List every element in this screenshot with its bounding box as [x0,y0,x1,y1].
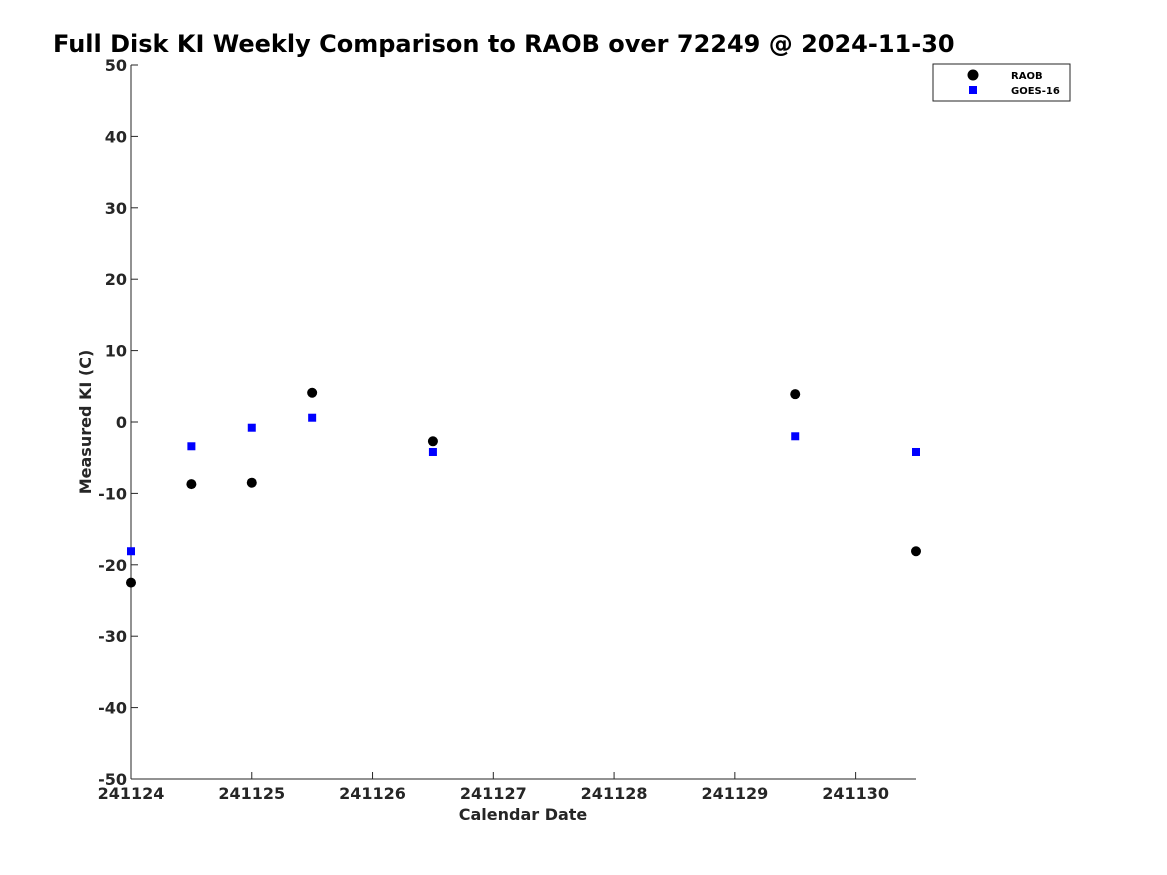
raob-point [911,546,921,557]
raob-point [126,577,136,588]
data-points [126,387,921,588]
raob-point [246,477,257,488]
y-tick-label: -40 [98,699,127,718]
x-tick-label: 241129 [701,784,768,803]
y-tick-label: 0 [116,413,127,432]
legend-goes-marker-icon [969,86,977,94]
legend-goes-label: GOES-16 [1011,86,1060,97]
y-axis-label: Measured KI (C) [76,350,95,495]
x-tick-label: 241126 [339,784,406,803]
goes-16-point [127,547,135,556]
y-tick-label: 40 [105,127,127,146]
x-tick-label: 241128 [581,784,648,803]
legend-raob-marker-icon [967,69,979,81]
y-tick-label: 50 [105,56,127,75]
x-axis-ticks: 241124 241125 241126 241127 241128 241129 2411… [98,772,889,803]
raob-point [186,479,197,490]
chart-title: Full Disk KI Weekly Comparison to RAOB o… [53,30,955,58]
goes-16-point [247,423,256,432]
y-tick-label: 20 [105,270,127,289]
x-axis-label: Calendar Date [459,805,588,824]
y-tick-label: -10 [98,484,127,503]
x-tick-label: 241130 [822,784,889,803]
legend: RAOB GOES-16 [932,63,1071,102]
y-tick-label: -30 [98,627,127,646]
goes-16-point [308,413,317,422]
y-tick-label: -50 [98,770,127,789]
raob-point [790,389,801,400]
y-tick-label: 30 [105,199,127,218]
goes-16-point [791,432,800,441]
legend-box [932,63,1071,102]
y-tick-label: 10 [105,342,127,361]
goes-16-point [428,447,437,456]
x-tick-label: 241125 [218,784,285,803]
x-tick-label: 241127 [460,784,527,803]
raob-point [307,387,318,398]
goes-16-point [187,442,196,451]
raob-point [427,436,438,447]
x-tick-label: 241124 [98,784,165,803]
y-axis-ticks: 50 40 30 20 10 0 -10 -20 -30 -40 -50 [98,56,138,789]
legend-raob-label: RAOB [1011,71,1043,82]
y-tick-label: -20 [98,556,127,575]
goes-16-point [912,447,920,456]
